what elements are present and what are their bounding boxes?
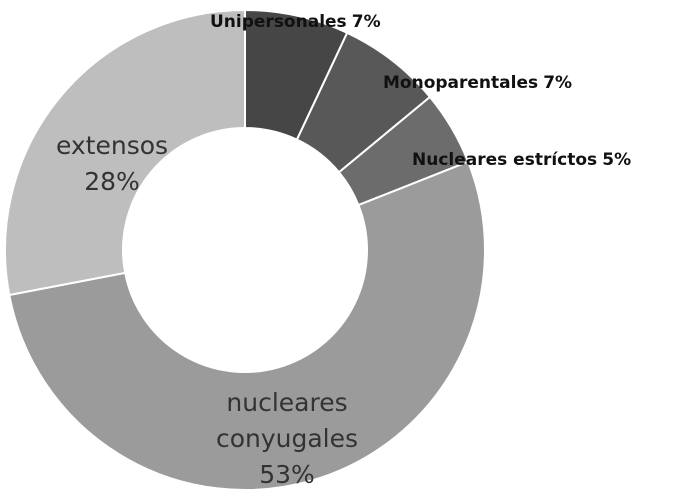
category-label: Nucleares estríctos bbox=[412, 150, 598, 170]
donut-slice bbox=[4, 8, 246, 297]
data-label: extensos 28% bbox=[32, 128, 192, 200]
category-label: nucleares conyugales bbox=[215, 388, 359, 453]
data-label: Monoparentales 7% bbox=[383, 73, 572, 93]
value-label: 53% bbox=[259, 460, 315, 489]
value-label: 7% bbox=[543, 73, 573, 93]
value-label: 28% bbox=[84, 167, 140, 196]
category-label: Monoparentales bbox=[383, 73, 539, 93]
data-label: nucleares conyugales 53% bbox=[187, 385, 387, 493]
value-label: 7% bbox=[351, 12, 381, 32]
category-label: extensos bbox=[55, 131, 169, 160]
value-label: 5% bbox=[602, 150, 632, 170]
data-label: Unipersonales 7% bbox=[210, 12, 381, 32]
data-label: Nucleares estríctos 5% bbox=[412, 150, 631, 170]
donut-slice bbox=[8, 160, 486, 491]
category-label: Unipersonales bbox=[210, 12, 347, 32]
